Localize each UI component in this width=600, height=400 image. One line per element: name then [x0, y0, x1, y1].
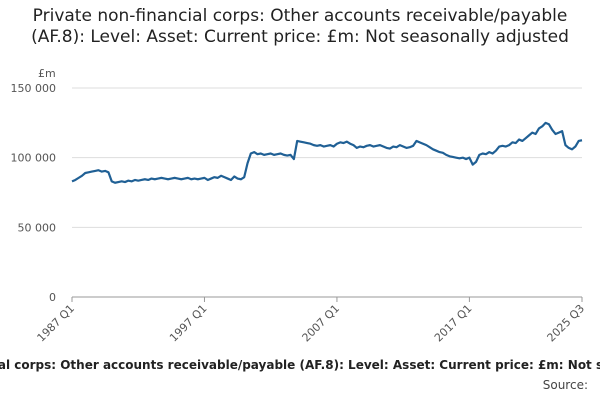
y-unit-label: £m: [38, 67, 56, 80]
x-tick-label: 2007 Q1: [300, 302, 343, 345]
x-tick-label: 1997 Q1: [167, 302, 210, 345]
x-tick-label: 1987 Q1: [35, 302, 78, 345]
chart-title: Private non-financial corps: Other accou…: [31, 6, 569, 47]
y-tick-label: 100 000: [11, 152, 57, 165]
x-tick-label: 2017 Q1: [432, 302, 475, 345]
data-line: [71, 121, 583, 184]
y-tick-label: 150 000: [11, 82, 57, 95]
y-tick-label: 50 000: [18, 221, 57, 234]
legend-entry: Private non-financial corps: Other accou…: [0, 358, 600, 372]
x-tick-label: 2025 Q3: [545, 302, 588, 345]
y-tick-label: 0: [49, 291, 56, 304]
source: Source:: [543, 378, 588, 392]
